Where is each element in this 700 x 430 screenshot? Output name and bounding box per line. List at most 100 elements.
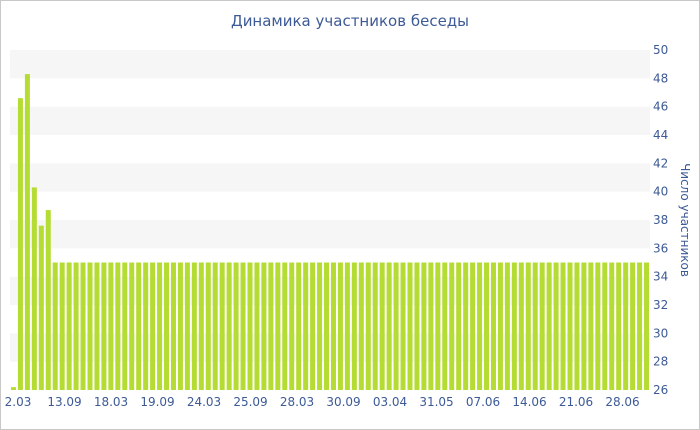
bar[interactable] — [511, 262, 517, 391]
bar[interactable] — [588, 262, 594, 391]
bar[interactable] — [45, 210, 51, 390]
bar[interactable] — [330, 262, 336, 391]
y-tick-label: 40 — [653, 185, 668, 199]
bar[interactable] — [574, 262, 580, 391]
bar[interactable] — [226, 262, 232, 391]
bar[interactable] — [386, 262, 392, 391]
x-tick-label: 03.04 — [373, 395, 407, 409]
bar[interactable] — [435, 262, 441, 391]
bar[interactable] — [351, 262, 357, 391]
bar[interactable] — [414, 262, 420, 391]
bar[interactable] — [449, 262, 455, 391]
bar[interactable] — [393, 262, 399, 391]
bar[interactable] — [205, 262, 211, 391]
bar[interactable] — [115, 262, 121, 391]
bar[interactable] — [10, 387, 16, 390]
bar[interactable] — [497, 262, 503, 391]
bar[interactable] — [324, 262, 330, 391]
bar[interactable] — [553, 262, 559, 391]
bar[interactable] — [463, 262, 469, 391]
bar[interactable] — [191, 262, 197, 391]
bar[interactable] — [428, 262, 434, 391]
bar[interactable] — [518, 262, 524, 391]
bar[interactable] — [87, 262, 93, 391]
bar[interactable] — [170, 262, 176, 391]
bar[interactable] — [525, 262, 531, 391]
bar[interactable] — [484, 262, 490, 391]
bar[interactable] — [456, 262, 462, 391]
bar[interactable] — [177, 262, 183, 391]
bar[interactable] — [539, 262, 545, 391]
bar[interactable] — [108, 262, 114, 391]
bar[interactable] — [379, 262, 385, 391]
bar[interactable] — [80, 262, 86, 391]
bar[interactable] — [247, 262, 253, 391]
bar[interactable] — [101, 262, 107, 391]
bar[interactable] — [581, 262, 587, 391]
x-tick-label: 30.09 — [326, 395, 360, 409]
bar[interactable] — [623, 262, 629, 391]
bar[interactable] — [477, 262, 483, 391]
bar[interactable] — [212, 262, 218, 391]
bar[interactable] — [365, 262, 371, 391]
bar[interactable] — [268, 262, 274, 391]
bar[interactable] — [282, 262, 288, 391]
bar[interactable] — [560, 262, 566, 391]
bar[interactable] — [122, 262, 128, 391]
bar[interactable] — [421, 262, 427, 391]
bar[interactable] — [240, 262, 246, 391]
bar[interactable] — [150, 262, 156, 391]
bar[interactable] — [73, 262, 79, 391]
bar[interactable] — [24, 74, 30, 390]
bar[interactable] — [219, 262, 225, 391]
bar[interactable] — [602, 262, 608, 391]
bar[interactable] — [184, 262, 190, 391]
bar[interactable] — [94, 262, 100, 391]
bar[interactable] — [546, 262, 552, 391]
bar[interactable] — [52, 262, 58, 391]
bar[interactable] — [400, 262, 406, 391]
bar[interactable] — [532, 262, 538, 391]
bar[interactable] — [490, 262, 496, 391]
bar[interactable] — [358, 262, 364, 391]
bar[interactable] — [567, 262, 573, 391]
bar[interactable] — [595, 262, 601, 391]
grid-band — [10, 78, 650, 107]
bar[interactable] — [275, 262, 281, 391]
bar[interactable] — [303, 262, 309, 391]
bar[interactable] — [470, 262, 476, 391]
bar[interactable] — [157, 262, 163, 391]
bar[interactable] — [254, 262, 260, 391]
bar[interactable] — [296, 262, 302, 391]
bar[interactable] — [38, 225, 44, 390]
bar[interactable] — [136, 262, 142, 391]
bar[interactable] — [129, 262, 135, 391]
bar[interactable] — [17, 98, 23, 391]
bar[interactable] — [143, 262, 149, 391]
bar[interactable] — [637, 262, 643, 391]
bar[interactable] — [644, 262, 650, 391]
bar[interactable] — [616, 262, 622, 391]
bar[interactable] — [289, 262, 295, 391]
bar[interactable] — [233, 262, 239, 391]
bar[interactable] — [609, 262, 615, 391]
bar[interactable] — [372, 262, 378, 391]
bar[interactable] — [504, 262, 510, 391]
bar[interactable] — [66, 262, 72, 391]
bar[interactable] — [310, 262, 316, 391]
x-tick-label: 28.03 — [280, 395, 314, 409]
y-tick-label: 28 — [653, 355, 668, 369]
x-tick-label: 13.09 — [47, 395, 81, 409]
bar[interactable] — [630, 262, 636, 391]
bar[interactable] — [31, 187, 37, 390]
bar[interactable] — [344, 262, 350, 391]
x-tick-label: 28.06 — [605, 395, 639, 409]
bar[interactable] — [337, 262, 343, 391]
bar[interactable] — [407, 262, 413, 391]
bar[interactable] — [261, 262, 267, 391]
bar[interactable] — [59, 262, 65, 391]
bar[interactable] — [442, 262, 448, 391]
bar[interactable] — [164, 262, 170, 391]
bar[interactable] — [198, 262, 204, 391]
bar[interactable] — [317, 262, 323, 391]
